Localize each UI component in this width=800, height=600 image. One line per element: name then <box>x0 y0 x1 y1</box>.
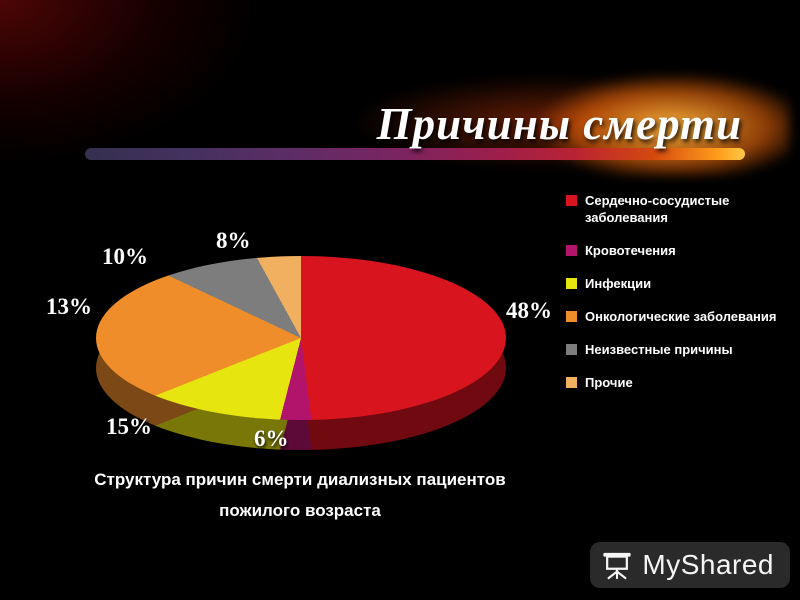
legend-swatch-other <box>566 377 577 388</box>
legend-item: Сердечно-сосудистые заболевания <box>566 192 791 226</box>
legend-item: Инфекции <box>566 275 791 292</box>
pie-chart <box>96 256 506 452</box>
legend-label: Инфекции <box>585 276 652 291</box>
pie-percent-label-cardio: 48% <box>506 298 552 323</box>
legend-item: Онкологические заболевания <box>566 308 791 325</box>
legend-label: Прочие <box>585 375 633 390</box>
legend-label: Онкологические заболевания <box>585 309 777 324</box>
pie-percent-label-bleeding: 6% <box>254 426 289 451</box>
legend-swatch-unknown <box>566 344 577 355</box>
legend-swatch-bleeding <box>566 245 577 256</box>
legend-swatch-cardio <box>566 195 577 206</box>
legend-swatch-infect <box>566 278 577 289</box>
legend-item: Кровотечения <box>566 242 791 259</box>
projector-screen-icon <box>603 552 631 580</box>
legend-item: Прочие <box>566 374 791 391</box>
chart-caption: Структура причин смерти диализных пациен… <box>20 464 580 526</box>
pie-percent-label-other: 8% <box>216 228 251 253</box>
pie-percent-label-unknown: 10% <box>102 244 148 269</box>
watermark-myshared[interactable]: MyShared <box>590 542 790 588</box>
legend-label: Сердечно-сосудистые заболевания <box>585 193 730 225</box>
legend-label: Неизвестные причины <box>585 342 733 357</box>
pie-top-face <box>96 256 506 420</box>
chart-caption-line2: пожилого возраста <box>219 501 381 520</box>
slide-title: Причины смерти <box>376 99 742 150</box>
pie-percent-label-infect: 15% <box>106 414 152 439</box>
legend-item: Неизвестные причины <box>566 341 791 358</box>
chart-caption-line1: Структура причин смерти диализных пациен… <box>94 470 506 489</box>
watermark-label: MyShared <box>642 549 774 580</box>
legend-label: Кровотечения <box>585 243 676 258</box>
legend-swatch-oncology <box>566 311 577 322</box>
pie-percent-label-oncology: 13% <box>46 294 92 319</box>
chart-legend: Сердечно-сосудистые заболевания Кровотеч… <box>566 192 791 391</box>
divider-gradient-bar <box>85 148 745 160</box>
